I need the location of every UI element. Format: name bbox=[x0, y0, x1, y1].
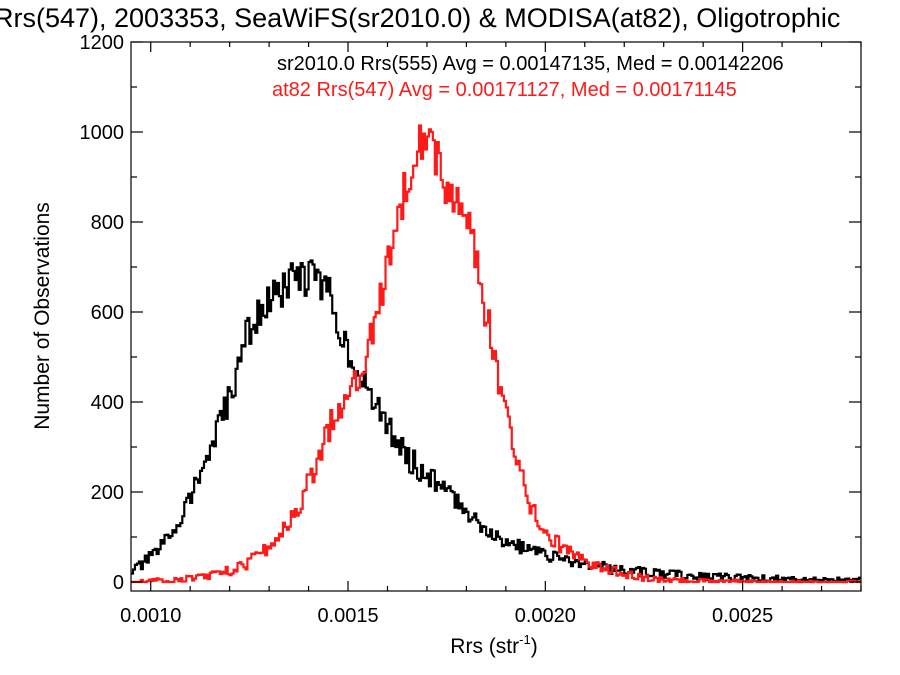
x-tick-label-0: 0.0010 bbox=[120, 605, 181, 627]
plot-frame bbox=[130, 41, 862, 592]
y-tick-label-0: 0 bbox=[113, 572, 124, 594]
y-tick-label-6: 1200 bbox=[80, 32, 125, 54]
x-axis-label: Rrs (str-1) bbox=[450, 632, 537, 658]
series-line-at82 bbox=[131, 124, 861, 584]
plot-area bbox=[131, 124, 861, 584]
y-tick-label-2: 400 bbox=[91, 392, 124, 414]
series-line-sr2010 bbox=[131, 259, 861, 584]
y-axis: 0 200 400 600 800 1000 1200 bbox=[80, 32, 861, 594]
legend-entry-sr2010: sr2010.0 Rrs(555) Avg = 0.00147135, Med … bbox=[277, 53, 784, 75]
y-tick-label-3: 600 bbox=[91, 302, 124, 324]
x-axis: 0.0010 0.0015 0.0020 0.0025 bbox=[120, 42, 862, 627]
x-tick-label-3: 0.0025 bbox=[712, 605, 773, 627]
y-tick-label-4: 800 bbox=[91, 212, 124, 234]
x-tick-label-1: 0.0015 bbox=[317, 605, 378, 627]
legend-entry-at82: at82 Rrs(547) Avg = 0.00171127, Med = 0.… bbox=[272, 79, 737, 101]
y-tick-label-5: 1000 bbox=[80, 122, 125, 144]
y-axis-label: Number of Observations bbox=[31, 202, 54, 430]
y-tick-label-1: 200 bbox=[91, 482, 124, 504]
x-tick-label-2: 0.0020 bbox=[515, 605, 576, 627]
chart-title: Rrs(547), 2003353, SeaWiFS(sr2010.0) & M… bbox=[0, 3, 840, 33]
